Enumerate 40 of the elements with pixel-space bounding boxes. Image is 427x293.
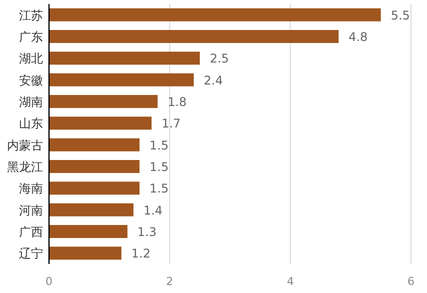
x-tick-label: 0: [46, 275, 52, 288]
data-label: 5.5: [390, 8, 410, 22]
x-tick-label: 4: [286, 275, 294, 288]
data-label: 1.4: [143, 203, 163, 218]
y-tick-label: 河南: [19, 203, 43, 218]
data-label: 1.3: [137, 225, 157, 239]
data-label: 1.8: [168, 95, 187, 109]
bar: [49, 30, 339, 43]
bar: [49, 73, 194, 86]
data-label: 1.5: [150, 138, 169, 152]
bar: [49, 246, 122, 260]
y-tick-label: 湖北: [19, 52, 43, 66]
bar: [49, 182, 140, 195]
data-label: 1.5: [150, 182, 169, 196]
y-tick-label: 内蒙古: [7, 138, 43, 152]
y-tick-label: 海南: [19, 182, 43, 196]
bar: [49, 8, 381, 22]
y-tick-label: 江苏: [19, 8, 43, 22]
y-tick-label: 辽宁: [19, 246, 43, 261]
y-tick-label: 湖南: [19, 95, 43, 109]
y-tick-label: 黑龙江: [7, 160, 43, 174]
bar: [49, 225, 128, 238]
bar: [49, 95, 158, 108]
data-label: 2.4: [204, 73, 223, 88]
x-tick-label: 6: [408, 275, 414, 288]
y-tick-label: 广西: [19, 225, 43, 239]
data-label: 2.5: [210, 52, 229, 66]
y-tick-label: 广东: [19, 30, 43, 44]
data-label: 4.8: [348, 30, 368, 44]
bar: [49, 52, 200, 65]
data-label: 1.5: [150, 160, 169, 174]
y-tick-label: 安徽: [19, 73, 43, 88]
data-label: 1.2: [131, 246, 150, 261]
y-tick-label: 山东: [19, 116, 43, 131]
bar: [49, 116, 152, 130]
data-label: 1.7: [162, 116, 181, 131]
bar: [49, 138, 140, 152]
x-tick-label: 2: [166, 275, 174, 288]
bar: [49, 160, 140, 173]
bar: [49, 203, 134, 216]
